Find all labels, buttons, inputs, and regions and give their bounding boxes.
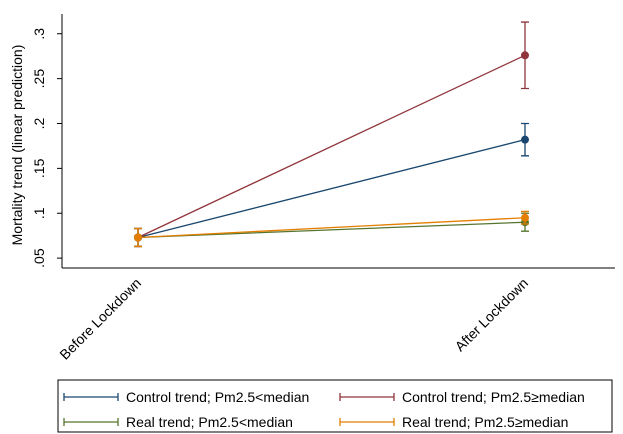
legend-swatch: [63, 393, 119, 401]
series-line: [137, 221, 526, 239]
legend-box: [57, 379, 613, 433]
point: [521, 51, 529, 60]
series-line: [137, 139, 526, 239]
legend-label: Control trend; Pm2.5<median: [126, 389, 309, 405]
y-axis-label: Mortality trend (linear prediction): [9, 45, 25, 246]
legend-swatch: [339, 393, 395, 401]
legend-label: Control trend; Pm2.5≥median: [402, 389, 585, 405]
series-line: [137, 217, 526, 239]
y-tick-label: .2: [31, 117, 47, 129]
y-tick-label: .25: [31, 69, 47, 89]
legend-swatch: [339, 418, 395, 426]
point: [521, 213, 529, 222]
legend-label: Real trend; Pm2.5<median: [126, 414, 293, 430]
legend-label: Real trend; Pm2.5≥median: [402, 414, 568, 430]
x-tick-label: Before Lockdown: [56, 275, 144, 363]
point: [134, 233, 142, 242]
series-line: [137, 54, 526, 239]
y-tick-label: .05: [31, 248, 47, 268]
y-tick-label: .15: [31, 158, 47, 178]
point: [521, 135, 529, 144]
y-tick-label: .3: [31, 28, 47, 40]
legend-swatch: [63, 418, 119, 426]
x-tick-label: After Lockdown: [452, 275, 532, 355]
y-tick-label: .1: [31, 207, 47, 219]
